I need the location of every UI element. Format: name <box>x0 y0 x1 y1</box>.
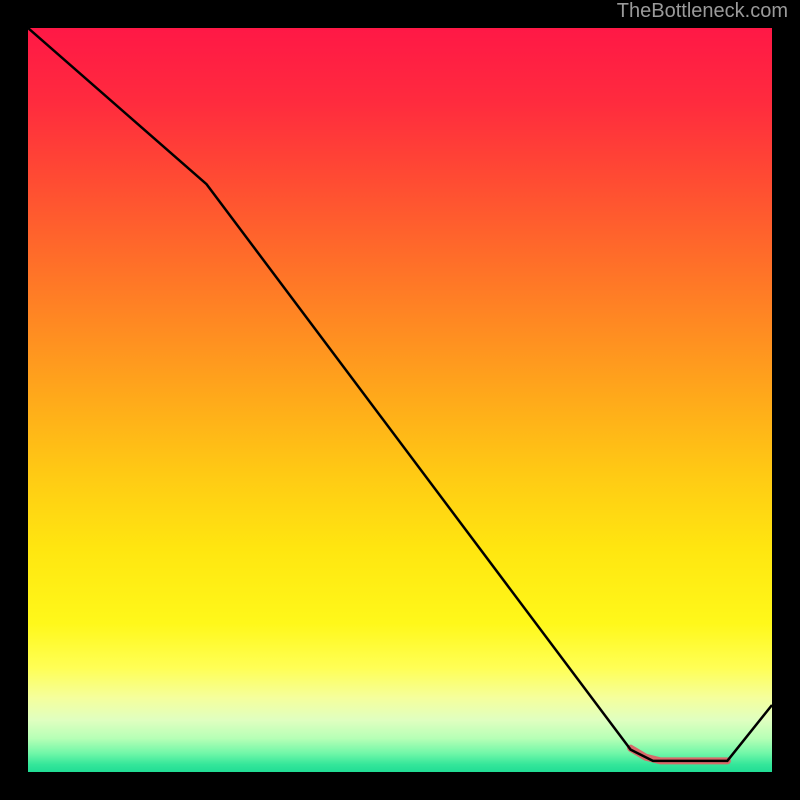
chart-container: TheBottleneck.com <box>0 0 800 800</box>
watermark-text: TheBottleneck.com <box>617 0 788 23</box>
data-line <box>28 28 772 761</box>
highlighted-segment <box>631 748 728 761</box>
chart-line-layer <box>28 28 772 772</box>
plot-area <box>28 28 772 772</box>
